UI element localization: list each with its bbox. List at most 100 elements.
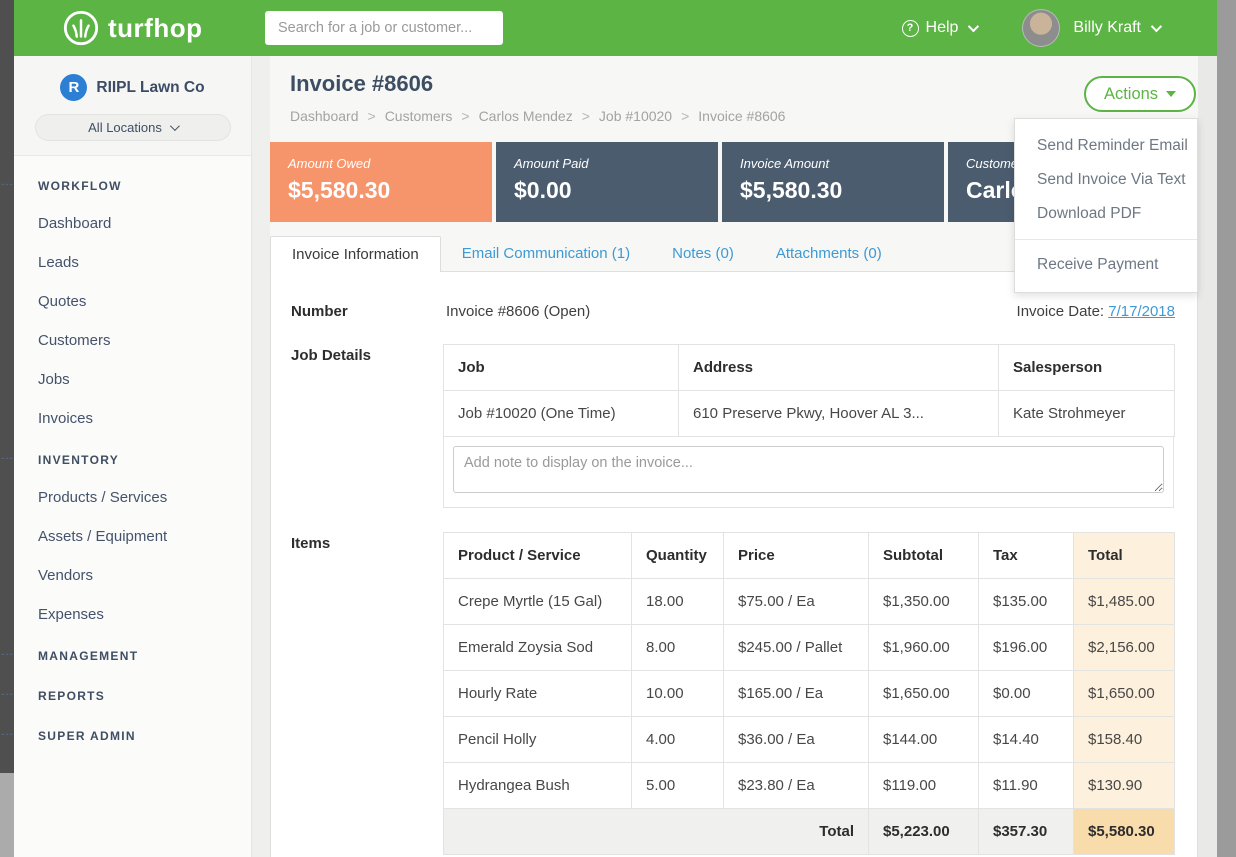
user-avatar[interactable] bbox=[1022, 9, 1061, 47]
stat-card-amount-owed: Amount Owed $5,580.30 bbox=[270, 142, 492, 222]
menu-item-send-reminder-email[interactable]: Send Reminder Email bbox=[1037, 137, 1188, 154]
item-row: Pencil Holly 4.00 $36.00 / Ea $144.00 $1… bbox=[443, 716, 1175, 763]
sidebar-item-quotes[interactable]: Quotes bbox=[38, 293, 87, 310]
sidebar-section-reports[interactable]: --- REPORTS bbox=[1, 689, 106, 703]
stat-card-amount-paid: Amount Paid $0.00 bbox=[496, 142, 718, 222]
tax-total: $357.30 bbox=[978, 808, 1074, 855]
help-label: Help bbox=[925, 19, 959, 36]
sidebar-item-assets-equipment[interactable]: Assets / Equipment bbox=[38, 528, 168, 545]
brand-logo[interactable]: turfhop bbox=[62, 9, 237, 47]
company-row[interactable]: R RIIPL Lawn Co bbox=[14, 74, 251, 101]
invoice-note-textarea[interactable] bbox=[453, 446, 1164, 493]
salesperson-col-header: Salesperson bbox=[998, 344, 1175, 391]
chevron-down-icon bbox=[968, 20, 980, 33]
item-row: Hourly Rate 10.00 $165.00 / Ea $1,650.00… bbox=[443, 670, 1175, 717]
sidebar-company-block: R RIIPL Lawn Co All Locations bbox=[14, 56, 251, 156]
tab-email-communication[interactable]: Email Communication (1) bbox=[461, 245, 631, 262]
grand-total: $5,580.30 bbox=[1073, 808, 1175, 855]
number-label: Number bbox=[291, 303, 348, 320]
job-cell[interactable]: Job #10020 (One Time) bbox=[443, 390, 679, 437]
search-input[interactable] bbox=[265, 11, 503, 45]
sidebar-section-management[interactable]: --- MANAGEMENT bbox=[1, 649, 139, 663]
company-name: RIIPL Lawn Co bbox=[96, 78, 205, 96]
items-table: Product / Service Quantity Price Subtota… bbox=[443, 532, 1175, 855]
tab-attachments[interactable]: Attachments (0) bbox=[775, 245, 882, 262]
sidebar-section-inventory[interactable]: --- INVENTORY bbox=[1, 453, 120, 467]
sidebar-nav: --- WORKFLOW Dashboard Leads Quotes Cust… bbox=[1, 156, 251, 754]
right-edge-strip bbox=[1217, 0, 1236, 857]
total-label: Total bbox=[443, 808, 869, 855]
address-col-header: Address bbox=[678, 344, 999, 391]
section-dashes-icon: --- bbox=[1, 179, 14, 190]
section-dashes-icon: --- bbox=[1, 689, 14, 700]
number-row: Number Invoice #8606 (Open) Invoice Date… bbox=[291, 300, 1175, 320]
actions-button[interactable]: Actions bbox=[1084, 76, 1196, 112]
invoice-information-panel: Number Invoice #8606 (Open) Invoice Date… bbox=[270, 271, 1198, 857]
breadcrumb-job[interactable]: Job #10020 bbox=[598, 108, 673, 124]
address-cell: 610 Preserve Pkwy, Hoover AL 3... bbox=[678, 390, 999, 437]
breadcrumb-customers[interactable]: Customers bbox=[384, 108, 453, 124]
locations-dropdown[interactable]: All Locations bbox=[34, 114, 231, 141]
breadcrumb-dashboard[interactable]: Dashboard bbox=[290, 108, 359, 124]
job-details-label: Job Details bbox=[291, 347, 372, 364]
brand-name: turfhop bbox=[108, 12, 203, 43]
help-icon: ? bbox=[901, 19, 919, 37]
job-details-row: Job Details Job Address Salesperson Job … bbox=[291, 344, 1175, 508]
job-details-data-row: Job #10020 (One Time) 610 Preserve Pkwy,… bbox=[443, 390, 1175, 437]
main-content: Invoice #8606 Dashboard > Customers > Carlos… bbox=[252, 56, 1198, 857]
items-row: Items Product / Service Quantity Price S… bbox=[291, 532, 1175, 855]
sidebar-item-invoices[interactable]: Invoices bbox=[38, 410, 94, 427]
top-navbar: turfhop ? Help Billy Kraft bbox=[14, 0, 1217, 56]
sidebar-item-products-services[interactable]: Products / Services bbox=[38, 489, 168, 506]
left-edge-strip bbox=[0, 0, 14, 857]
sidebar-item-customers[interactable]: Customers bbox=[38, 332, 111, 349]
chevron-down-icon bbox=[169, 121, 180, 132]
breadcrumb-customer-name[interactable]: Carlos Mendez bbox=[478, 108, 573, 124]
items-total-row: Total $5,223.00 $357.30 $5,580.30 bbox=[443, 808, 1175, 855]
caret-down-icon bbox=[1166, 91, 1177, 97]
sidebar-item-vendors[interactable]: Vendors bbox=[38, 567, 94, 584]
turfhop-logo-icon bbox=[63, 10, 99, 46]
number-value: Invoice #8606 (Open) bbox=[446, 303, 591, 320]
tab-bar: Invoice Information Email Communication … bbox=[270, 236, 903, 272]
page-title: Invoice #8606 bbox=[290, 71, 434, 96]
help-menu[interactable]: ? Help bbox=[901, 19, 980, 37]
job-details-table: Job Address Salesperson Job #10020 (One … bbox=[443, 344, 1175, 437]
invoice-date: Invoice Date: 7/17/2018 bbox=[1016, 303, 1175, 320]
stat-card-invoice-amount: Invoice Amount $5,580.30 bbox=[722, 142, 944, 222]
sidebar-item-leads[interactable]: Leads bbox=[38, 254, 79, 271]
actions-dropdown-menu: Send Reminder Email Send Invoice Via Tex… bbox=[1014, 118, 1198, 293]
company-logo-badge: R bbox=[60, 74, 88, 101]
subtotal-total: $5,223.00 bbox=[868, 808, 979, 855]
menu-item-download-pdf[interactable]: Download PDF bbox=[1037, 205, 1142, 222]
sidebar: R RIIPL Lawn Co All Locations --- WORKFL… bbox=[1, 56, 252, 857]
tab-invoice-information[interactable]: Invoice Information bbox=[270, 236, 441, 272]
menu-item-send-invoice-via-text[interactable]: Send Invoice Via Text bbox=[1037, 171, 1186, 188]
salesperson-cell: Kate Strohmeyer bbox=[998, 390, 1175, 437]
menu-item-receive-payment[interactable]: Receive Payment bbox=[1037, 256, 1159, 273]
invoice-date-link[interactable]: 7/17/2018 bbox=[1108, 303, 1175, 320]
sidebar-item-expenses[interactable]: Expenses bbox=[38, 606, 104, 623]
content-gutter bbox=[252, 56, 270, 857]
breadcrumb: Dashboard > Customers > Carlos Mendez > Job #1… bbox=[290, 108, 786, 124]
items-header-row: Product / Service Quantity Price Subtota… bbox=[443, 532, 1175, 579]
section-dashes-icon: --- bbox=[1, 649, 14, 660]
tab-notes[interactable]: Notes (0) bbox=[672, 245, 734, 262]
user-name[interactable]: Billy Kraft bbox=[1073, 19, 1141, 36]
menu-divider bbox=[1015, 239, 1197, 240]
locations-label: All Locations bbox=[88, 120, 162, 135]
items-label: Items bbox=[291, 535, 331, 552]
sidebar-section-workflow[interactable]: --- WORKFLOW bbox=[1, 179, 122, 193]
sidebar-item-dashboard[interactable]: Dashboard bbox=[38, 215, 112, 232]
chevron-down-icon[interactable] bbox=[1150, 20, 1163, 33]
job-col-header: Job bbox=[443, 344, 679, 391]
section-dashes-icon: --- bbox=[1, 729, 14, 740]
item-row: Crepe Myrtle (15 Gal) 18.00 $75.00 / Ea … bbox=[443, 578, 1175, 625]
item-row: Hydrangea Bush 5.00 $23.80 / Ea $119.00 … bbox=[443, 762, 1175, 809]
breadcrumb-invoice: Invoice #8606 bbox=[698, 108, 786, 124]
sidebar-item-jobs[interactable]: Jobs bbox=[38, 371, 70, 388]
item-row: Emerald Zoysia Sod 8.00 $245.00 / Pallet… bbox=[443, 624, 1175, 671]
invoice-note-container bbox=[443, 436, 1174, 508]
sidebar-section-super-admin[interactable]: --- SUPER ADMIN bbox=[1, 729, 136, 743]
